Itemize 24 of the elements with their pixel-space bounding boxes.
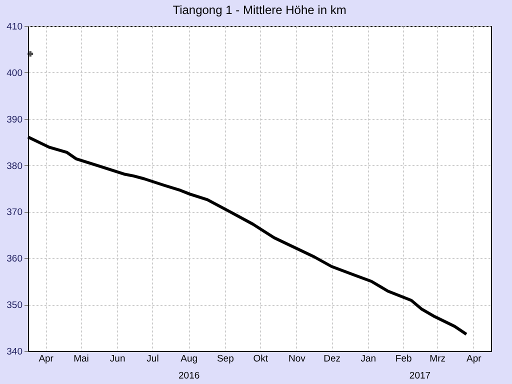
x-tick-label: Mrz: [430, 354, 446, 364]
chart-title: Tiangong 1 - Mittlere Höhe in km: [172, 3, 346, 17]
x-tick-label: Aug: [180, 354, 198, 364]
x2-tick-label: 2017: [409, 370, 431, 382]
y-tick-label: 360: [6, 254, 22, 265]
x-tick-label: Okt: [253, 354, 268, 364]
x-tick-label: Jan: [360, 354, 376, 364]
x2-tick-label: 2016: [178, 370, 200, 382]
y-tick-label: 370: [6, 207, 22, 218]
y-tick-label: 350: [6, 300, 22, 312]
y-tick-label: 380: [6, 160, 22, 172]
y-tick-label: 400: [6, 68, 22, 79]
y-tick-label: 390: [6, 114, 22, 126]
x-tick-label: Feb: [395, 354, 412, 364]
y-tick-label: 410: [6, 22, 22, 32]
x-tick-label: Jul: [146, 354, 159, 364]
y-tick-label: 340: [6, 346, 22, 358]
x-tick-label: Apr: [38, 354, 54, 364]
x-tick-label: Dez: [324, 354, 341, 364]
x-tick-label: Sep: [216, 354, 234, 364]
x-tick-label: Nov: [288, 354, 306, 364]
x-tick-label: Apr: [466, 354, 482, 364]
x-tick-label: Mai: [74, 354, 89, 364]
x-tick-label: Jun: [110, 354, 126, 364]
